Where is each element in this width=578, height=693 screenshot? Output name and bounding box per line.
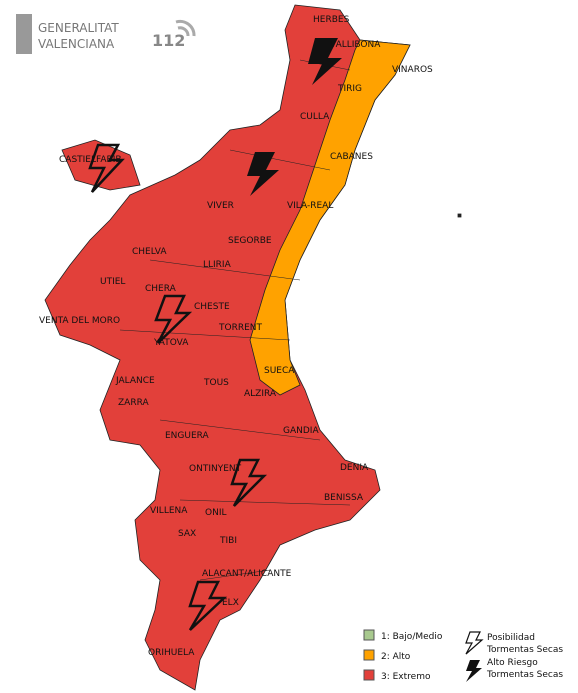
place-label: ONIL [205, 508, 227, 518]
legend-swatch [363, 629, 375, 641]
place-label: ZARRA [118, 398, 149, 408]
region-extreme [61, 139, 141, 191]
logo-emblem [16, 14, 32, 54]
legend-label: Alto Riesgo [487, 658, 538, 668]
municipal-boundary [119, 59, 351, 581]
place-label: ELX [222, 598, 239, 608]
region-high [249, 39, 411, 396]
high-risk-storm [247, 152, 279, 196]
place-label: ENGUERA [165, 431, 210, 441]
possible-storm [230, 458, 268, 507]
legend-swatch [363, 669, 375, 681]
place-label: CHESTE [194, 302, 230, 312]
emergency-number: 112 [152, 31, 185, 50]
legend-label: Tormentas Secas [486, 670, 563, 680]
place-label: TIBI [219, 536, 237, 546]
map [44, 4, 462, 691]
place-label: SEGORBE [228, 236, 272, 246]
legend-label: 3: Extremo [381, 672, 431, 682]
place-label: LLIRIA [203, 260, 232, 270]
place-label: ONTINYENT [189, 464, 242, 474]
legend: 1: Bajo/Medio 2: Alto 3: Extremo Posibil… [363, 629, 563, 682]
place-label: UTIEL [100, 277, 125, 287]
storm-icons [88, 38, 342, 631]
place-label: HERBES [313, 15, 350, 25]
place-label: VALLIBONA [330, 40, 381, 50]
place-label: ALZIRA [244, 389, 277, 399]
place-label: VENTA DEL MORO [39, 316, 120, 326]
place-label: CULLA [300, 112, 330, 122]
place-label: SUECA [264, 366, 295, 376]
high-risk-storm [308, 38, 342, 85]
place-label: TORRENT [218, 323, 263, 333]
place-label: TOUS [203, 378, 229, 388]
possible-storm [88, 143, 125, 193]
possible-storm [188, 580, 228, 631]
place-label: SAX [178, 529, 196, 539]
place-label: BENISSA [324, 493, 364, 503]
possible-storm [154, 294, 193, 344]
place-label: VILLENA [150, 506, 188, 516]
islet [457, 213, 462, 218]
org-line: GENERALITAT [38, 21, 119, 35]
legend-label: Posibilidad [487, 633, 535, 643]
logo-waves [175, 19, 196, 37]
legend-icon [465, 631, 484, 655]
place-label: CHELVA [132, 247, 167, 257]
place-label: VINAROS [392, 65, 433, 75]
legend-icon [466, 660, 482, 682]
place-label: ALACANT/ALICANTE [202, 569, 292, 579]
place-label: VIVER [207, 201, 234, 211]
header: GENERALITAT VALENCIANA 112 [16, 14, 196, 54]
place-label: YATOVA [153, 338, 189, 348]
legend-label: Tormentas Secas [486, 645, 563, 655]
place-label: TIRIG [337, 84, 362, 94]
legend-swatch [363, 649, 375, 661]
place-label: CHERA [145, 284, 177, 294]
place-label: CABANES [330, 152, 373, 162]
place-labels: HERBES VALLIBONA VINAROS TIRIG CULLA CAB… [39, 15, 433, 658]
place-label: GANDIA [283, 426, 319, 436]
place-label: JALANCE [115, 376, 155, 386]
place-label: ORIHUELA [148, 648, 195, 658]
legend-label: 2: Alto [381, 652, 411, 662]
place-label: DENIA [340, 463, 369, 473]
org-line: VALENCIANA [38, 37, 115, 51]
legend-label: 1: Bajo/Medio [381, 632, 443, 642]
place-label: CASTIELFABIB [59, 155, 122, 165]
place-label: VILA-REAL [287, 201, 333, 211]
